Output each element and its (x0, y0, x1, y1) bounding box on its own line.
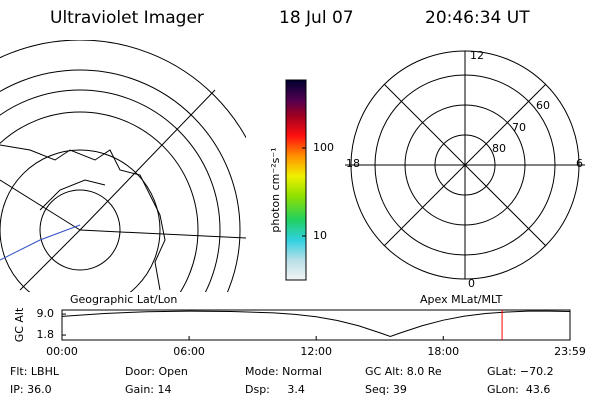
geographic-map (0, 40, 246, 292)
x-tick-label: 00:00 (46, 345, 78, 358)
polar-label: Apex MLat/MLT (420, 293, 503, 306)
info-field: Seq: 39 (365, 383, 407, 396)
info-field: Mode: Normal (245, 365, 322, 378)
polar-grid (345, 50, 585, 280)
y-tick-label: 9.0 (37, 307, 55, 320)
colorbar-tick-label: 10 (313, 229, 327, 242)
colorbar (285, 79, 307, 281)
date: 18 Jul 07 (279, 8, 354, 28)
y-tick-label: 1.8 (37, 328, 55, 341)
lat-label: 60 (536, 99, 550, 112)
y-axis-title: GC Alt (13, 307, 26, 342)
info-field: Gain: 14 (125, 383, 172, 396)
time: 20:46:34 UT (425, 8, 530, 28)
plot-frame (61, 309, 571, 341)
colorbar-label: photon cm⁻²s⁻¹ (269, 147, 282, 232)
mlt-label: 6 (576, 157, 583, 170)
x-tick-label: 12:00 (300, 345, 332, 358)
info-field: IP: 36.0 (10, 383, 52, 396)
lat-label: 80 (492, 142, 506, 155)
info-field: Dsp: 3.4 (245, 383, 305, 396)
lat-label: 70 (512, 121, 526, 134)
info-field: Door: Open (125, 365, 188, 378)
info-field: GLat: −70.2 (487, 365, 554, 378)
info-field: GLon: 43.6 (487, 383, 550, 396)
x-tick-label: 18:00 (427, 345, 459, 358)
x-tick-label: 23:59 (554, 345, 586, 358)
x-tick-label: 06:00 (173, 345, 205, 358)
title: Ultraviolet Imager (50, 8, 204, 28)
info-field: GC Alt: 8.0 Re (365, 365, 442, 378)
mlt-label: 0 (468, 277, 475, 290)
info-field: Flt: LBHL (10, 365, 60, 378)
map-label: Geographic Lat/Lon (70, 293, 177, 306)
colorbar-tick-label: 100 (313, 141, 334, 154)
mlt-label: 18 (346, 157, 360, 170)
altitude-line (61, 310, 571, 338)
mlt-label: 12 (470, 49, 484, 62)
